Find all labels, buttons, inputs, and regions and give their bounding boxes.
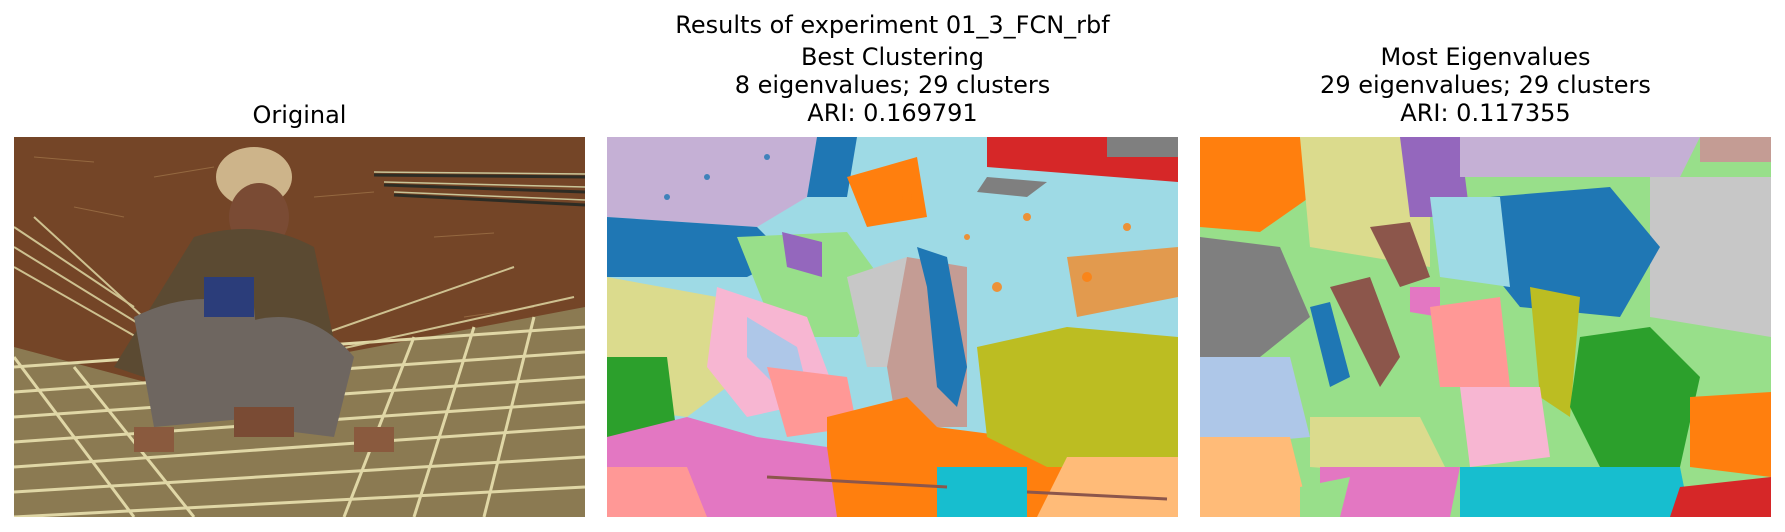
- most-title-line-1: Most Eigenvalues: [1380, 43, 1591, 71]
- best-title-line-3: ARI: 0.169791: [807, 99, 978, 127]
- most-eigenvalues-segmentation: [1200, 137, 1771, 517]
- best-clustering-segmentation: [607, 137, 1178, 517]
- original-image: [14, 137, 585, 517]
- most-title-line-2: 29 eigenvalues; 29 clusters: [1320, 71, 1651, 99]
- best-clustering-image: [607, 137, 1178, 517]
- best-title-line-2: 8 eigenvalues; 29 clusters: [734, 71, 1051, 99]
- best-clustering-title: Best Clustering 8 eigenvalues; 29 cluste…: [607, 43, 1178, 127]
- most-eigenvalues-title: Most Eigenvalues 29 eigenvalues; 29 clus…: [1200, 43, 1771, 127]
- most-eigenvalues-image: [1200, 137, 1771, 517]
- figure-suptitle: Results of experiment 01_3_FCN_rbf: [675, 11, 1110, 39]
- original-title: Original: [14, 101, 585, 129]
- best-title-line-1: Best Clustering: [800, 43, 985, 71]
- original-title-line: Original: [252, 101, 347, 129]
- most-title-line-3: ARI: 0.117355: [1400, 99, 1571, 127]
- original-photo: [14, 137, 585, 517]
